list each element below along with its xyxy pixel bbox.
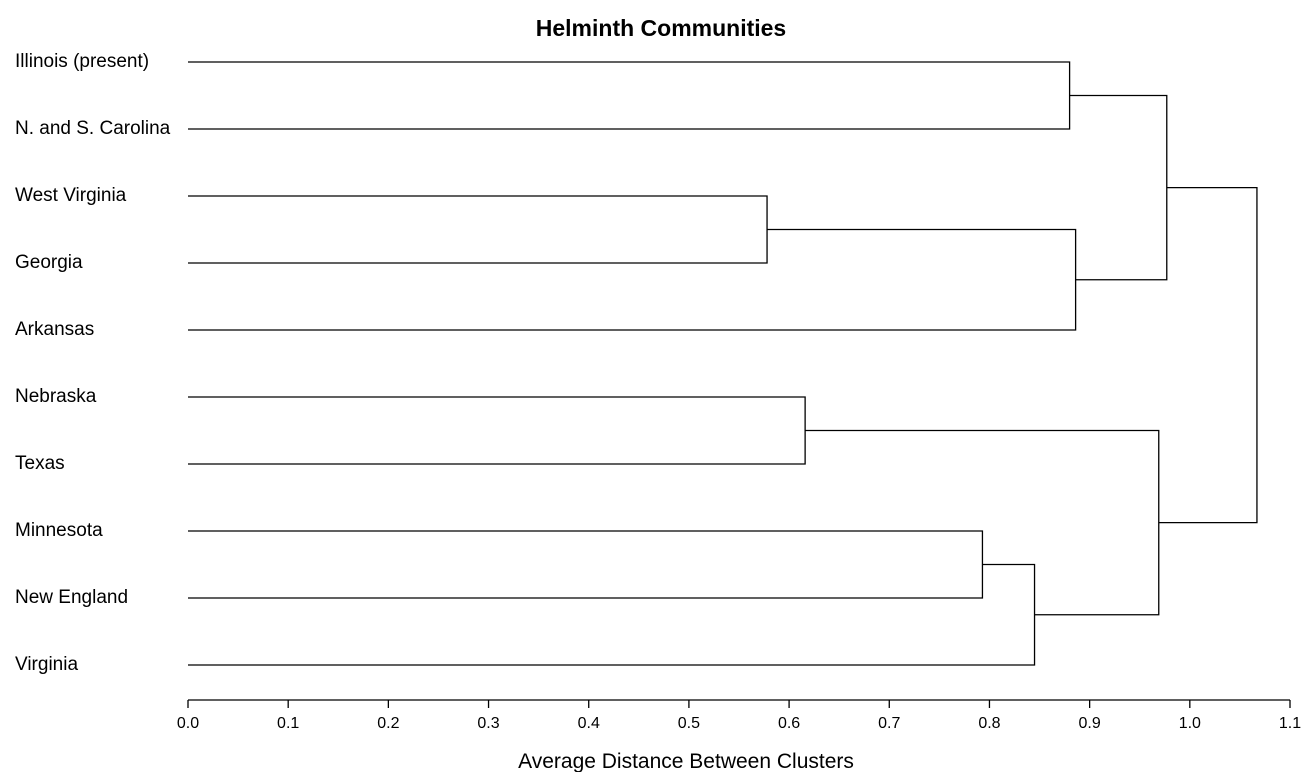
branch-m1 bbox=[188, 195, 768, 264]
leaf-label: Illinois (present) bbox=[15, 51, 149, 72]
leaf-label: Nebraska bbox=[15, 386, 97, 407]
leaf-label: Virginia bbox=[15, 654, 78, 675]
x-tick-label: 0.0 bbox=[177, 715, 199, 732]
leaf-label: Georgia bbox=[15, 252, 83, 273]
leaf-labels: Illinois (present) N. and S. Carolina West… bbox=[15, 51, 171, 675]
leaf-label: N. and S. Carolina bbox=[15, 118, 171, 139]
x-axis: 0.0 0.1 0.2 0.3 0.4 0.5 0.6 0.7 0.8 0.9 1.0 1.1 bbox=[177, 699, 1301, 732]
x-tick-label: 0.6 bbox=[778, 715, 800, 732]
branch-m6 bbox=[188, 228, 1077, 331]
branch-m3 bbox=[188, 530, 984, 599]
x-tick-label: 1.0 bbox=[1179, 715, 1201, 732]
branch-m2 bbox=[188, 396, 806, 465]
leaf-label: Texas bbox=[15, 453, 65, 474]
leaf-label: Minnesota bbox=[15, 520, 103, 541]
x-tick-label: 0.9 bbox=[1079, 715, 1101, 732]
branch-m7 bbox=[805, 429, 1160, 616]
leaf-label: West Virginia bbox=[15, 185, 127, 206]
x-tick-label: 0.2 bbox=[377, 715, 399, 732]
x-tick-label: 0.4 bbox=[578, 715, 600, 732]
x-axis-label: Average Distance Between Clusters bbox=[518, 750, 854, 772]
branch-m8 bbox=[1069, 94, 1168, 281]
branch-m4 bbox=[188, 563, 1036, 666]
x-tick-label: 0.8 bbox=[978, 715, 1000, 732]
chart-title: Helminth Communities bbox=[536, 15, 786, 41]
leaf-label: Arkansas bbox=[15, 319, 94, 340]
x-tick-label: 0.7 bbox=[878, 715, 900, 732]
dendrogram-branches bbox=[188, 61, 1258, 666]
branch-m9 bbox=[1158, 186, 1258, 524]
x-tick-label: 0.5 bbox=[678, 715, 700, 732]
branch-m5 bbox=[188, 61, 1071, 130]
leaf-label: New England bbox=[15, 587, 128, 608]
x-tick-label: 1.1 bbox=[1279, 715, 1301, 732]
x-tick-label: 0.1 bbox=[277, 715, 299, 732]
x-tick-label: 0.3 bbox=[477, 715, 499, 732]
